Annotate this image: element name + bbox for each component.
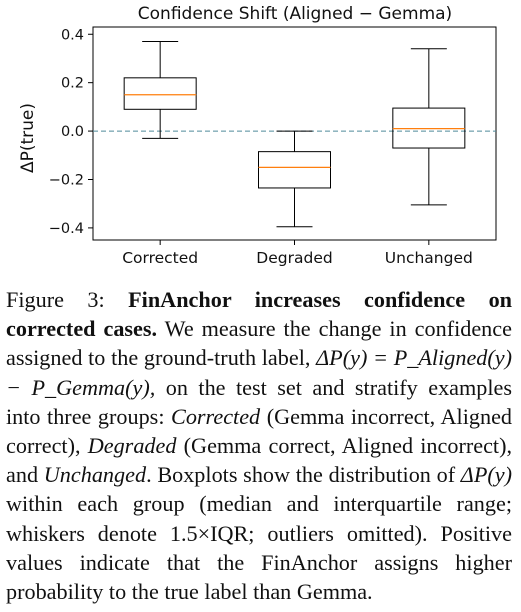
y-tick-label: 0.4: [61, 27, 84, 43]
caption-group-1: Corrected: [171, 403, 261, 429]
caption-group-2-desc: (Gemma correct, Aligned incorrect), and: [6, 433, 513, 488]
x-tick-label: Unchanged: [385, 249, 473, 267]
iqr-box: [258, 151, 331, 189]
caption-label: Figure 3:: [6, 287, 105, 312]
caption-text-4: within each group (median and interquart…: [6, 491, 512, 605]
box-unchanged: [392, 48, 466, 206]
boxes: [123, 41, 466, 228]
caption-bold-title: FinAnchor increases confidence on correc…: [6, 287, 513, 342]
box-corrected: [123, 41, 197, 139]
caption-delta: ΔP(y): [460, 462, 512, 488]
y-axis: 0.4 0.2 0.0 −0.2 −0.4: [49, 27, 93, 237]
caption-group-2: Degraded: [87, 433, 177, 459]
caption-group-3: Unchanged: [43, 462, 147, 488]
caption-equation: ΔP(y) = P_Aligned(y) − P_Gemma(y),: [6, 345, 513, 400]
caption-text-3: . Boxplots show the distribution of: [146, 462, 456, 488]
iqr-box: [392, 107, 466, 149]
y-tick-label: −0.4: [49, 221, 84, 237]
y-axis-label: ΔP(true): [18, 103, 38, 173]
figure-caption: Figure 3: FinAnchor increases confidence…: [6, 285, 512, 606]
x-tick-label: Degraded: [256, 249, 332, 267]
chart-title: Confidence Shift (Aligned − Gemma): [138, 4, 452, 24]
y-tick-label: −0.2: [49, 172, 84, 188]
caption-group-1-desc: (Gemma incorrect, Aligned correct),: [6, 403, 513, 459]
iqr-box: [123, 77, 197, 110]
box-degraded: [258, 130, 331, 228]
x-tick-label: Corrected: [122, 249, 198, 267]
y-tick-label: 0.2: [61, 76, 84, 92]
boxplot-chart: Confidence Shift (Aligned − Gemma) 0.40.…: [18, 4, 497, 267]
caption-text-2: on the test set and stratify examples in…: [6, 374, 513, 429]
y-tick-label: 0.0: [61, 124, 84, 140]
caption-text-1: We measure the change in confidence assi…: [6, 316, 512, 371]
x-axis: Corrected Degraded Unchanged: [122, 240, 473, 267]
